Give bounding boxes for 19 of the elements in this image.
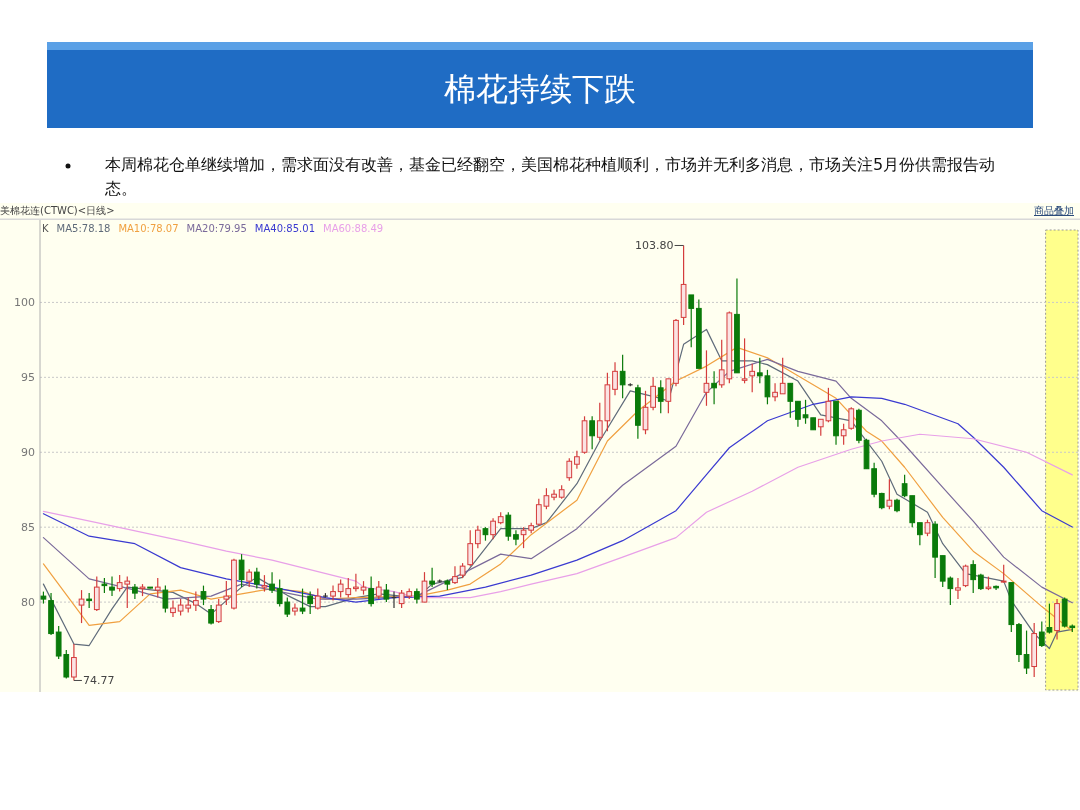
subtitle: 本周棉花仓单继续增加，需求面没有改善，基金已经翻空，美国棉花种植顺利，市场并无利多消息，市场关注5月份供需报告动态。 (105, 154, 997, 200)
ytick: 95 (21, 371, 35, 385)
series-name: MA40:85.01 (254, 223, 315, 234)
series-name: MA60:88.49 (323, 223, 384, 234)
series-name: MA20:79.95 (186, 223, 247, 234)
annotation: 74.77 (73, 674, 115, 688)
legend-title: K (42, 223, 49, 234)
annotation: 美棉花连(CTWC)<日线> (0, 205, 115, 216)
ytick: 85 (21, 521, 35, 535)
annotation: 74.77 (82, 674, 115, 688)
ytick: 90 (21, 446, 35, 460)
annotation: 商品叠加 (1034, 205, 1074, 216)
ytick: 100 (14, 296, 35, 310)
ytick: 80 (21, 596, 35, 610)
annotation: 103.80 (635, 239, 674, 253)
title: 棉花持续下跌 (444, 70, 636, 108)
series-name: MA10:78.07 (118, 223, 179, 234)
series-name: MA5:78.18 (56, 223, 111, 234)
annotation: 103.80 (635, 239, 685, 253)
